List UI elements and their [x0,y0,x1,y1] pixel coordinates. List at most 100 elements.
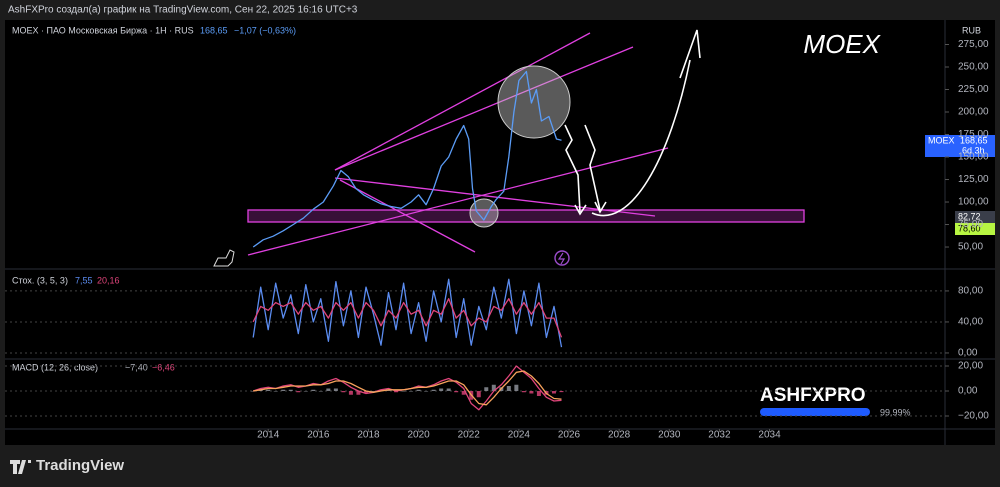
indicator-value: 20,16 [97,275,120,285]
y-tick-label: 100,00 [958,197,989,208]
arrow-head [594,201,607,214]
x-tick-label: 2032 [708,430,731,441]
histogram-bar [251,391,256,392]
indicator-value: −7,40 [125,362,148,372]
y-tick-label: 0,00 [958,386,978,397]
annotation: MOEX [803,29,881,59]
y-tick-label: 125,00 [958,174,989,185]
indicator-value: 7,55 [75,275,93,285]
arrow-head [574,204,587,216]
countdown: 6d 3h [962,145,985,155]
trend-line [334,32,591,171]
histogram-bar [401,391,406,392]
y-tick-label: 150,00 [958,152,989,163]
x-tick-label: 2020 [407,430,430,441]
y-tick-label: 200,00 [958,107,989,118]
trend-line [247,147,669,256]
level-box [955,211,995,223]
y-tick-label: 75,00 [958,219,983,230]
indicator-title: Стох. (3, 5, 3) [12,275,68,285]
y-tick-label: 80,00 [958,286,983,297]
price-label-symbol: MOEX [928,135,955,145]
histogram-bar [318,391,323,392]
histogram-bar [273,391,278,392]
arrow [584,124,601,211]
indicator-title: MACD (12, 26, close) [12,362,98,372]
support-zone [247,209,805,223]
event-icon[interactable] [554,250,570,266]
histogram-bar [348,391,353,395]
watermark-progress: 99.99% [880,407,911,417]
series-line [253,370,562,406]
last-price-box [925,135,995,157]
watermark-brand: ASHFXPRO [760,385,866,406]
trend-lines [247,32,669,256]
histogram-bar [303,391,308,392]
histogram-bar [484,387,489,391]
x-tick-label: 2026 [558,430,581,441]
histogram-bar [424,391,429,392]
last-price: 168,65 [200,25,228,35]
x-tick-label: 2024 [508,430,531,441]
highlight-circle [497,65,571,139]
histogram-bar [559,391,564,393]
histogram-bar [266,389,271,391]
histogram-bar [536,391,541,396]
histogram-bar [491,384,496,391]
series-line [252,70,562,248]
x-tick-label: 2028 [608,430,631,441]
price-change: −1,07 (−0,63%) [234,25,296,35]
histogram-bar [506,386,511,391]
histogram-bar [341,391,346,393]
histogram-bar [521,391,526,393]
footer-logo [10,460,31,474]
currency: RUB [962,25,981,35]
level-label: 82,72 [958,211,981,221]
x-tick-label: 2030 [658,430,681,441]
y-tick-label: 225,00 [958,84,989,95]
histogram-bar [551,391,556,394]
histogram-bar [431,389,436,391]
chart-area [5,20,995,445]
trend-line [339,179,476,253]
y-tick-label: 20,00 [958,361,983,372]
histogram-bar [476,391,481,398]
y-tick-label: 275,00 [958,39,989,50]
arrow [564,124,581,213]
histogram-bar [333,388,338,391]
level-label: 78,60 [958,223,981,233]
histogram-bar [461,391,466,395]
y-tick-label: 50,00 [958,242,983,253]
price-label: 168,65 [960,135,988,145]
x-tick-label: 2016 [307,430,330,441]
histogram-bar [311,389,316,391]
y-tick-label: 0,00 [958,348,978,359]
event-icon-bolt [557,252,566,265]
y-tick-label: 40,00 [958,317,983,328]
y-tick-label: 175,00 [958,129,989,140]
watermark-bar [760,408,870,416]
histogram-bar [296,391,301,393]
footer-brand[interactable]: TradingView [36,457,124,474]
histogram-bar [356,391,361,395]
histogram-bar [454,391,459,393]
x-tick-label: 2014 [257,430,280,441]
y-tick-label: 250,00 [958,62,989,73]
histogram-bar [363,391,368,394]
arrow [591,59,691,217]
series-line [252,298,563,338]
trend-line [334,46,634,171]
histogram-bar [446,388,451,391]
x-tick-label: 2018 [357,430,380,441]
symbol-title: MOEX · ПАО Московская Биржа · 1H · RUS [12,25,194,35]
header: AshFXPro создал(а) график на TradingView… [8,4,358,16]
forecast-arrows [564,29,701,217]
histogram-bar [326,388,331,391]
y-tick-label: −20,00 [958,411,989,422]
histogram-bar [288,389,293,391]
level-box [955,223,995,235]
histogram-bar [281,389,286,391]
histogram-bar [439,388,444,391]
